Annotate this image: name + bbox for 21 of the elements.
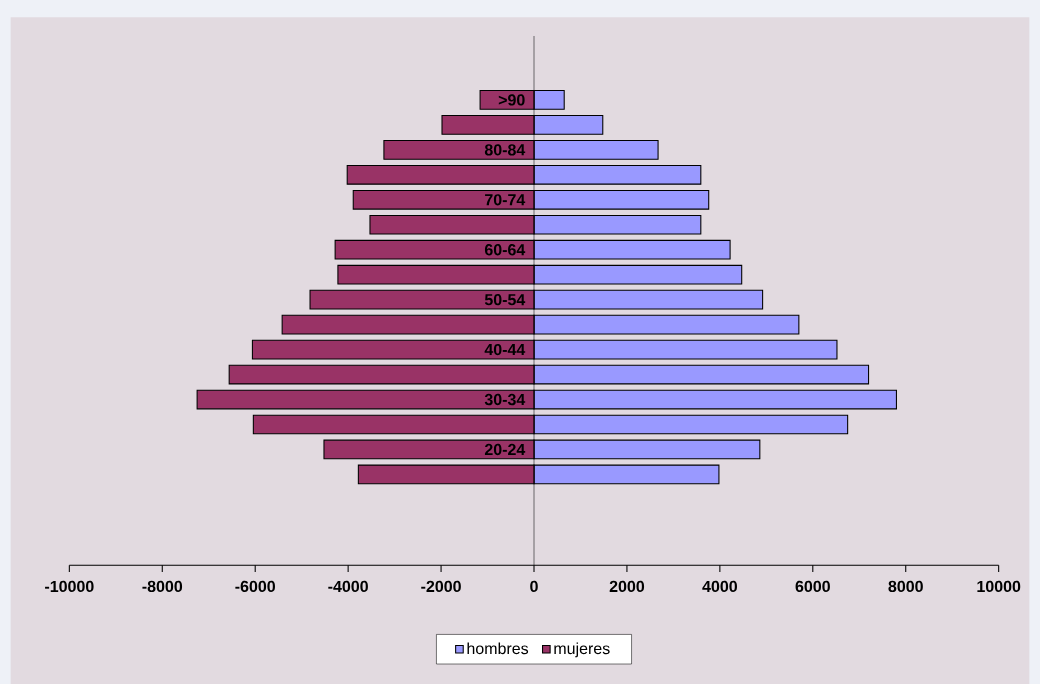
x-tick-label: 8000 xyxy=(888,580,923,593)
y-tick-label: 70-74 xyxy=(485,194,526,206)
x-tick-label: 0 xyxy=(530,580,538,593)
x-tick-label: 2000 xyxy=(609,580,645,593)
x-tick-label: -4000 xyxy=(328,580,368,593)
x-tick-label: 6000 xyxy=(795,580,830,593)
legend-label: hombres xyxy=(467,642,529,655)
x-tick-label: 10000 xyxy=(977,580,1021,593)
y-tick-label: 80-84 xyxy=(484,144,526,156)
x-tick-label: 4000 xyxy=(702,580,737,593)
y-tick-label: 30-34 xyxy=(484,393,526,406)
y-tick-label: 40-44 xyxy=(484,343,526,356)
y-tick-label: 60-64 xyxy=(484,244,526,256)
y-tick-label: 20-24 xyxy=(484,443,526,456)
y-tick-label: 50-54 xyxy=(484,294,526,306)
x-tick-label: -6000 xyxy=(235,580,275,593)
x-tick-label: -8000 xyxy=(142,580,183,593)
x-tick-label: -10000 xyxy=(45,580,94,593)
x-tick-label: -2000 xyxy=(421,580,461,593)
y-tick-label: >90 xyxy=(498,94,525,106)
legend-label: mujeres xyxy=(554,642,610,658)
